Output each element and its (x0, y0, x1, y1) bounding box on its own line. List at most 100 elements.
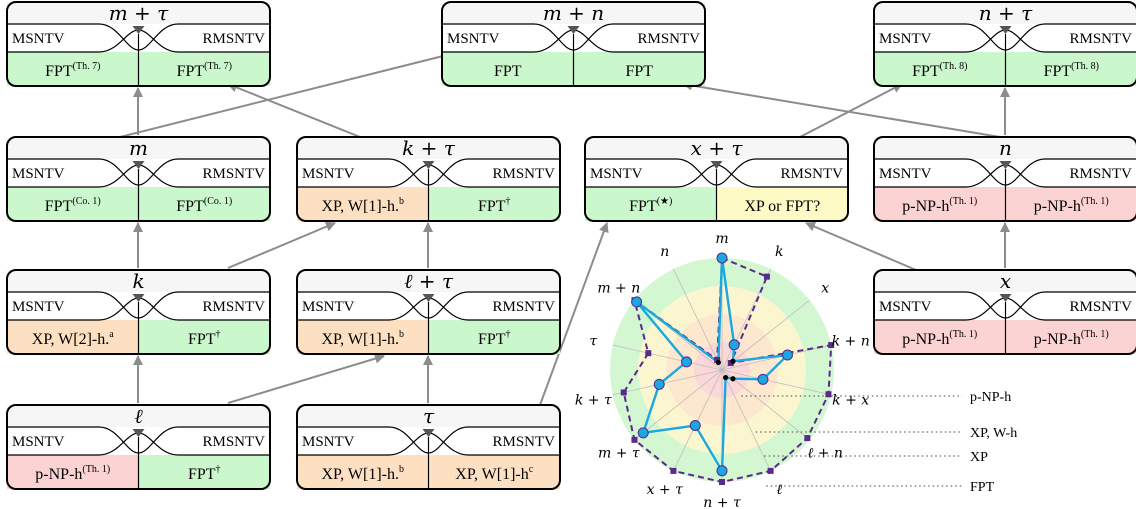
box-right-header: RMSNTV (1069, 299, 1132, 315)
box-l_plus_tau: ℓ + τ MSNTV RMSNTV XP, W[1]-h.b FPT† (296, 269, 561, 355)
box-right-header: RMSNTV (202, 299, 265, 315)
box-title: m + n (543, 1, 604, 25)
box-outline (6, 404, 271, 490)
radar-spoke (673, 369, 723, 472)
box-m_plus_tau: m + τ MSNTV RMSNTV FPT(Th. 7) FPT(Th. 7) (6, 1, 271, 87)
box-right-value: FPT (625, 63, 653, 80)
box-header (585, 137, 848, 159)
radar-spoke (721, 369, 810, 441)
radar-measured-point (631, 296, 643, 308)
box-header (874, 2, 1136, 24)
box-header (874, 270, 1136, 292)
box-left-cell (7, 455, 139, 489)
box-outline (296, 269, 561, 355)
radar-legend: p-NP-h XP, W-h XP FPT (741, 390, 1017, 495)
box-left-header: MSNTV (12, 166, 65, 182)
box-left-value: XP, W[1]-h.b (322, 464, 404, 483)
box-left-cell (297, 187, 429, 221)
box-header (297, 270, 560, 292)
box-outline (584, 136, 849, 222)
box-left-value: FPT(Th. 7) (45, 61, 100, 80)
box-right-header: RMSNTV (492, 434, 555, 450)
box-left-cell (7, 320, 139, 354)
box-left-value: FPT (494, 63, 522, 80)
box-outline (6, 136, 271, 222)
box-left-value: p-NP-h(Th. 1) (902, 196, 977, 215)
box-left-value: p-NP-h(Th. 1) (902, 329, 977, 348)
radar-series (620, 252, 835, 485)
radar-measured-dot (730, 376, 736, 382)
box-right-value: p-NP-h(Th. 1) (1034, 329, 1109, 348)
box-right-header: RMSNTV (637, 31, 700, 47)
radar-axis-label: τ (589, 334, 597, 350)
legend-label: FPT (970, 480, 995, 495)
hierarchy-arrow (805, 221, 917, 271)
radar-bound-point (727, 360, 734, 367)
box-left-value: FPT(★) (629, 196, 672, 215)
radar-bound-point (670, 467, 677, 474)
box-right-header: RMSNTV (492, 299, 555, 315)
box-title: k (132, 269, 144, 293)
radar-axis-label: k (775, 244, 783, 260)
box-outline (6, 269, 271, 355)
box-n_plus_tau: n + τ MSNTV RMSNTV FPT(Th. 8) FPT(Th. 8) (873, 1, 1136, 87)
box-left-header: MSNTV (302, 299, 355, 315)
box-right-cell (573, 52, 705, 86)
radar-measured-dot (730, 358, 736, 364)
hierarchy-arrow (227, 353, 385, 404)
box-right-cell (138, 187, 270, 221)
box-right-cell (138, 52, 270, 86)
box-right-header: RMSNTV (492, 166, 555, 182)
radar-axis-label: ℓ + n (807, 445, 842, 461)
box-outline (6, 1, 271, 87)
box-right-header: RMSNTV (202, 31, 265, 47)
box-right-cell (1005, 187, 1136, 221)
hierarchy-arrow (119, 51, 452, 138)
box-left-header: MSNTV (302, 434, 355, 450)
box-left-cell (297, 320, 429, 354)
box-left-header: MSNTV (879, 166, 932, 182)
hierarchy-arrow (227, 221, 336, 269)
box-center-notch (567, 26, 580, 34)
radar-axis-label: m + τ (598, 445, 640, 461)
box-right-value: FPT† (188, 464, 221, 483)
radar-axis-label: k + n (832, 334, 870, 350)
box-right-value: FPT(Co. 1) (176, 196, 232, 215)
box-left-header: MSNTV (302, 166, 355, 182)
box-left-value: XP, W[1]-h.b (322, 329, 404, 348)
radar-axis-label: x + τ (647, 482, 684, 498)
radar-spoke (721, 369, 771, 472)
box-left-cell (442, 52, 574, 86)
box-right-value: FPT† (188, 329, 221, 348)
box-header (7, 137, 270, 159)
box-tau: τ MSNTV RMSNTV XP, W[1]-h.b XP, W[1]-hc (296, 404, 561, 490)
box-right-header: RMSNTV (1069, 166, 1132, 182)
radar-measured-point (689, 419, 701, 431)
box-left-value: XP, W[2]-h.a (32, 329, 114, 348)
box-right-header: RMSNTV (202, 434, 265, 450)
box-outline (873, 269, 1136, 355)
legend-label: p-NP-h (970, 390, 1011, 405)
box-outline (873, 136, 1136, 222)
box-title: x + τ (691, 136, 744, 160)
radar-axis-label: m + n (597, 281, 640, 297)
box-left-value: FPT(Th. 8) (912, 61, 967, 80)
box-center-notch (999, 161, 1012, 169)
box-left-cell (7, 187, 139, 221)
box-header (297, 137, 560, 159)
radar-axis-label: ℓ (776, 482, 782, 498)
box-title: n (999, 136, 1012, 160)
radar-spoke (721, 369, 832, 396)
box-right-value: p-NP-h(Th. 1) (1034, 196, 1109, 215)
box-title: m + τ (109, 1, 169, 25)
radar-bound-point (828, 342, 835, 349)
box-n: n MSNTV RMSNTV p-NP-h(Th. 1) p-NP-h(Th. 1) (873, 136, 1136, 222)
box-title: n + τ (979, 1, 1033, 25)
radar-measured-point (728, 339, 740, 351)
box-right-cell (138, 455, 270, 489)
box-right-header: RMSNTV (780, 166, 843, 182)
radar-spoke (721, 299, 810, 371)
box-outline (873, 1, 1136, 87)
